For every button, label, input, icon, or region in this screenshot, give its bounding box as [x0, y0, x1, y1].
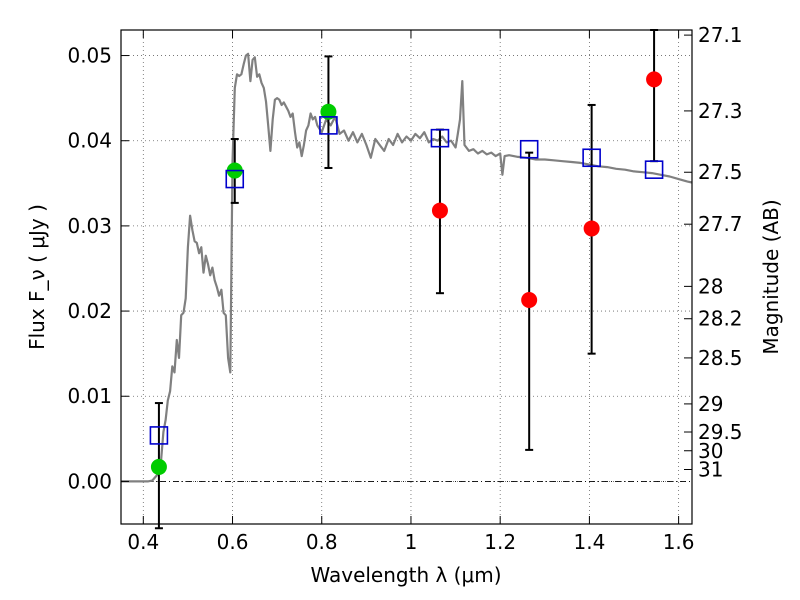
right-tick-label: 29.5	[698, 420, 743, 444]
marker-layer	[149, 71, 664, 475]
x-tick-label: 1.2	[484, 530, 516, 554]
model-photometry-point	[582, 148, 601, 168]
upper-flux-point	[646, 71, 663, 88]
spectrum-layer	[121, 52, 693, 483]
y-axis-title: Flux F_ν ( μJy )	[25, 204, 49, 350]
upper-flux-point	[521, 291, 538, 308]
x-tick-label: 1.4	[573, 530, 605, 554]
right-tick-label: 27.3	[698, 99, 743, 123]
y-axis-ticks: 0.00 0.01 0.02 0.03 0.04 0.05	[67, 44, 129, 493]
x-tick-label: 1	[405, 530, 418, 554]
y-tick-label: 0.04	[67, 129, 112, 153]
right-tick-label: 27.5	[698, 160, 743, 184]
detected-flux-point	[320, 103, 337, 120]
right-tick-label: 27.7	[698, 212, 743, 236]
right-tick-label: 29	[698, 392, 723, 416]
plot-frame	[120, 29, 693, 525]
x-axis-ticks: 0.4 0.6 0.8 1 1.2 1.4 1.6	[127, 30, 695, 554]
right-tick-label: 28	[698, 274, 723, 298]
model-photometry-point	[225, 169, 245, 189]
x-tick-label: 0.6	[217, 530, 249, 554]
right-tick-label: 31	[698, 457, 723, 481]
model-photometry-point	[519, 139, 539, 159]
model-photometry-point	[149, 426, 169, 445]
model-spectrum-line	[121, 52, 693, 483]
x-tick-label: 0.8	[306, 530, 338, 554]
right-tick-label: 30	[698, 439, 723, 463]
right-tick-label: 28.5	[698, 346, 743, 370]
y-tick-label: 0.02	[67, 299, 112, 323]
upper-flux-point	[583, 220, 600, 237]
right-tick-label: 28.2	[698, 307, 743, 331]
model-photometry-point	[319, 116, 338, 135]
model-photometry-point	[644, 160, 664, 179]
right-tick-label: 27.1	[698, 23, 743, 47]
detected-flux-point	[150, 458, 167, 475]
y-tick-label: 0.00	[67, 469, 112, 493]
y-tick-label: 0.03	[67, 214, 112, 238]
x-tick-label: 1.6	[663, 530, 695, 554]
y-tick-label: 0.01	[67, 384, 112, 408]
x-axis-title: Wavelength λ (μm)	[310, 563, 501, 587]
upper-flux-point	[431, 202, 448, 219]
right-axis-title: Magnitude (AB)	[759, 199, 783, 354]
x-tick-label: 0.4	[127, 530, 159, 554]
model-photometry-point	[430, 128, 450, 148]
y-tick-label: 0.05	[67, 44, 112, 68]
